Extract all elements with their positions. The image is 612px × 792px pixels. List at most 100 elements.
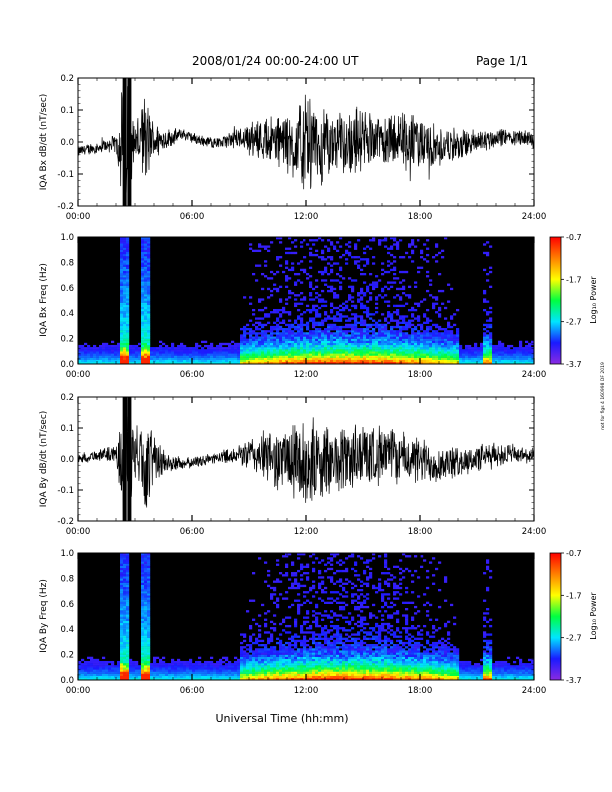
spectrogram-cell [147,330,151,333]
spectrogram-cell [447,330,451,333]
spectrogram-cell [279,644,283,647]
spectrogram-cell [522,357,526,360]
spectrogram-cell [396,277,400,280]
spectrogram-cell [324,673,328,676]
spectrogram-cell [438,328,442,331]
spectrogram-cell [153,665,157,668]
spectrogram-cell [144,633,148,636]
spectrogram-cell [369,338,373,341]
spectrogram-cell [144,279,148,282]
spectrogram-cell [483,289,487,293]
spectrogram-cell [195,669,199,672]
spectrogram-cell [324,635,328,638]
spectrogram-cell [360,292,364,295]
spectrogram-cell [453,336,457,339]
spectrogram-cell [135,669,139,672]
spectrogram-cell [126,237,130,240]
spectrogram-cell [306,357,310,360]
spectrogram-cell [147,593,151,596]
spectrogram-cell [318,597,322,600]
spectrogram-cell [525,359,529,363]
spectrogram-cell [531,342,535,346]
spectrogram-cell [273,593,277,596]
spectrogram-cell [375,336,379,339]
spectrogram-cell [318,321,322,324]
spectrogram-cell [351,351,355,354]
spectrogram-cell [291,656,295,660]
spectrogram-cell [141,361,145,365]
spectrogram-cell [480,347,484,350]
spectrogram-cell [273,665,277,668]
spectrogram-cell [315,667,319,670]
spectrogram-cell [402,304,406,308]
spectrogram-cell [177,658,181,662]
spectrogram-cell [279,349,283,352]
spectrogram-cell [411,308,415,312]
spectrogram-cell [303,338,307,341]
spectrogram-cell [258,633,262,636]
spectrogram-cell [126,665,130,668]
spectrogram-cell [144,599,148,602]
spectrogram-cell [372,342,376,346]
spectrogram-cell [141,355,145,358]
spectrogram-cell [366,353,370,356]
spectrogram-cell [243,633,247,636]
spectrogram-cell [411,357,415,360]
spectrogram-cell [123,260,127,263]
spectrogram-cell [291,561,295,564]
spectrogram-cell [477,349,481,352]
spectrogram-cell [192,347,196,350]
spectrogram-cell [249,347,253,350]
spectrogram-cell [123,300,127,303]
spectrogram-cell [408,308,412,312]
spectrogram-cell [162,673,166,676]
spectrogram-cell [408,349,412,352]
spectrogram-cell [450,342,454,346]
spectrogram-cell [234,673,238,676]
spectrogram-cell [81,677,85,681]
spectrogram-cell [141,338,145,341]
spectrogram-cell [123,239,127,242]
spectrogram-cell [351,361,355,365]
spectrogram-cell [471,355,475,358]
spectrogram-cell [108,355,112,358]
spectrogram-cell [339,268,343,272]
spectrogram-cell [477,351,481,354]
y-tick-label: 0.0 [60,360,74,370]
spectrogram-cell [207,675,211,679]
spectrogram-cell [192,357,196,360]
spectrogram-cell [162,669,166,672]
spectrogram-cell [315,646,319,649]
spectrogram-cell [315,328,319,331]
spectrogram-cell [357,264,361,267]
spectrogram-cell [279,667,283,670]
spectrogram-cell [126,677,130,681]
spectrogram-cell [246,342,250,346]
spectrogram-cell [102,671,106,674]
spectrogram-cell [321,580,325,583]
spectrogram-cell [216,667,220,670]
spectrogram-cell [399,357,403,360]
spectrogram-cell [294,635,298,638]
spectrogram-cell [303,361,307,365]
spectrogram-cell [426,260,430,263]
spectrogram-cell [189,361,193,365]
spectrogram-cell [438,332,442,335]
spectrogram-cell [246,660,250,664]
spectrogram-cell [411,313,415,316]
spectrogram-cell [126,588,130,592]
spectrogram-cell [240,648,244,651]
spectrogram-cell [489,266,493,269]
spectrogram-cell [135,349,139,352]
spectrogram-cell [489,351,493,354]
spectrogram-cell [366,355,370,358]
spectrogram-cell [120,667,124,670]
spectrogram-cell [483,336,487,339]
spectrogram-cell [144,675,148,679]
spectrogram-cell [255,650,259,653]
spectrogram-cell [315,618,319,621]
spectrogram-cell [309,357,313,360]
spectrogram-cell [504,357,508,360]
spectrogram-cell [249,667,253,670]
spectrogram-cell [303,650,307,653]
